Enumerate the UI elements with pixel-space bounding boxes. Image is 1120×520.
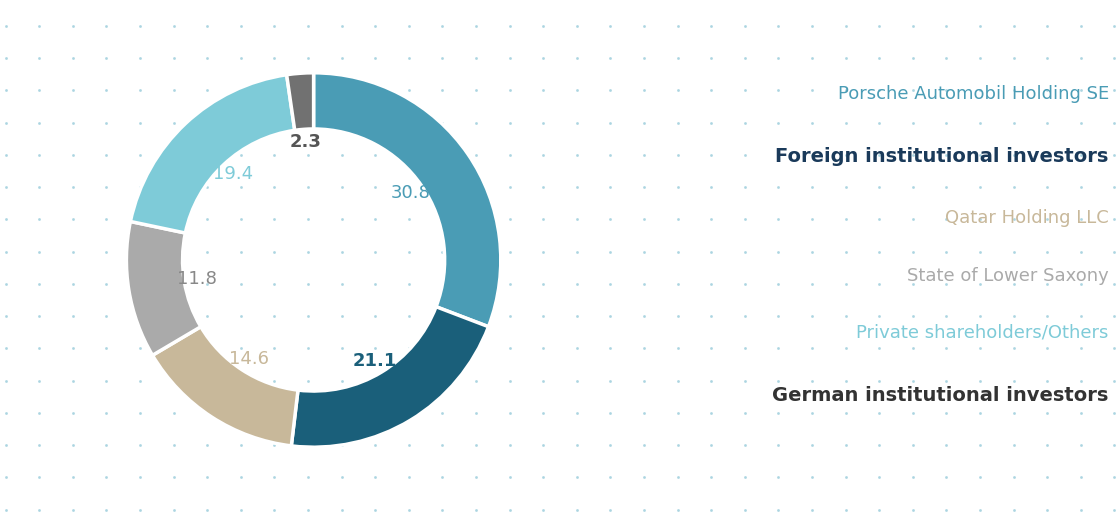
Wedge shape bbox=[130, 75, 295, 233]
Text: 21.1: 21.1 bbox=[353, 352, 396, 370]
Text: State of Lower Saxony: State of Lower Saxony bbox=[907, 267, 1109, 284]
Text: 30.8: 30.8 bbox=[391, 184, 431, 202]
Text: Private shareholders/Others: Private shareholders/Others bbox=[857, 324, 1109, 342]
Wedge shape bbox=[287, 73, 314, 131]
Text: Porsche Automobil Holding SE: Porsche Automobil Holding SE bbox=[838, 85, 1109, 102]
Wedge shape bbox=[314, 73, 501, 327]
Text: German institutional investors: German institutional investors bbox=[773, 386, 1109, 405]
Wedge shape bbox=[291, 307, 488, 447]
Text: Qatar Holding LLC: Qatar Holding LLC bbox=[945, 210, 1109, 227]
Text: 11.8: 11.8 bbox=[177, 270, 217, 288]
Wedge shape bbox=[152, 327, 298, 446]
Text: 2.3: 2.3 bbox=[289, 133, 321, 151]
Text: Foreign institutional investors: Foreign institutional investors bbox=[775, 147, 1109, 165]
Wedge shape bbox=[127, 222, 200, 355]
Text: 19.4: 19.4 bbox=[213, 165, 253, 183]
Text: 14.6: 14.6 bbox=[230, 350, 269, 368]
